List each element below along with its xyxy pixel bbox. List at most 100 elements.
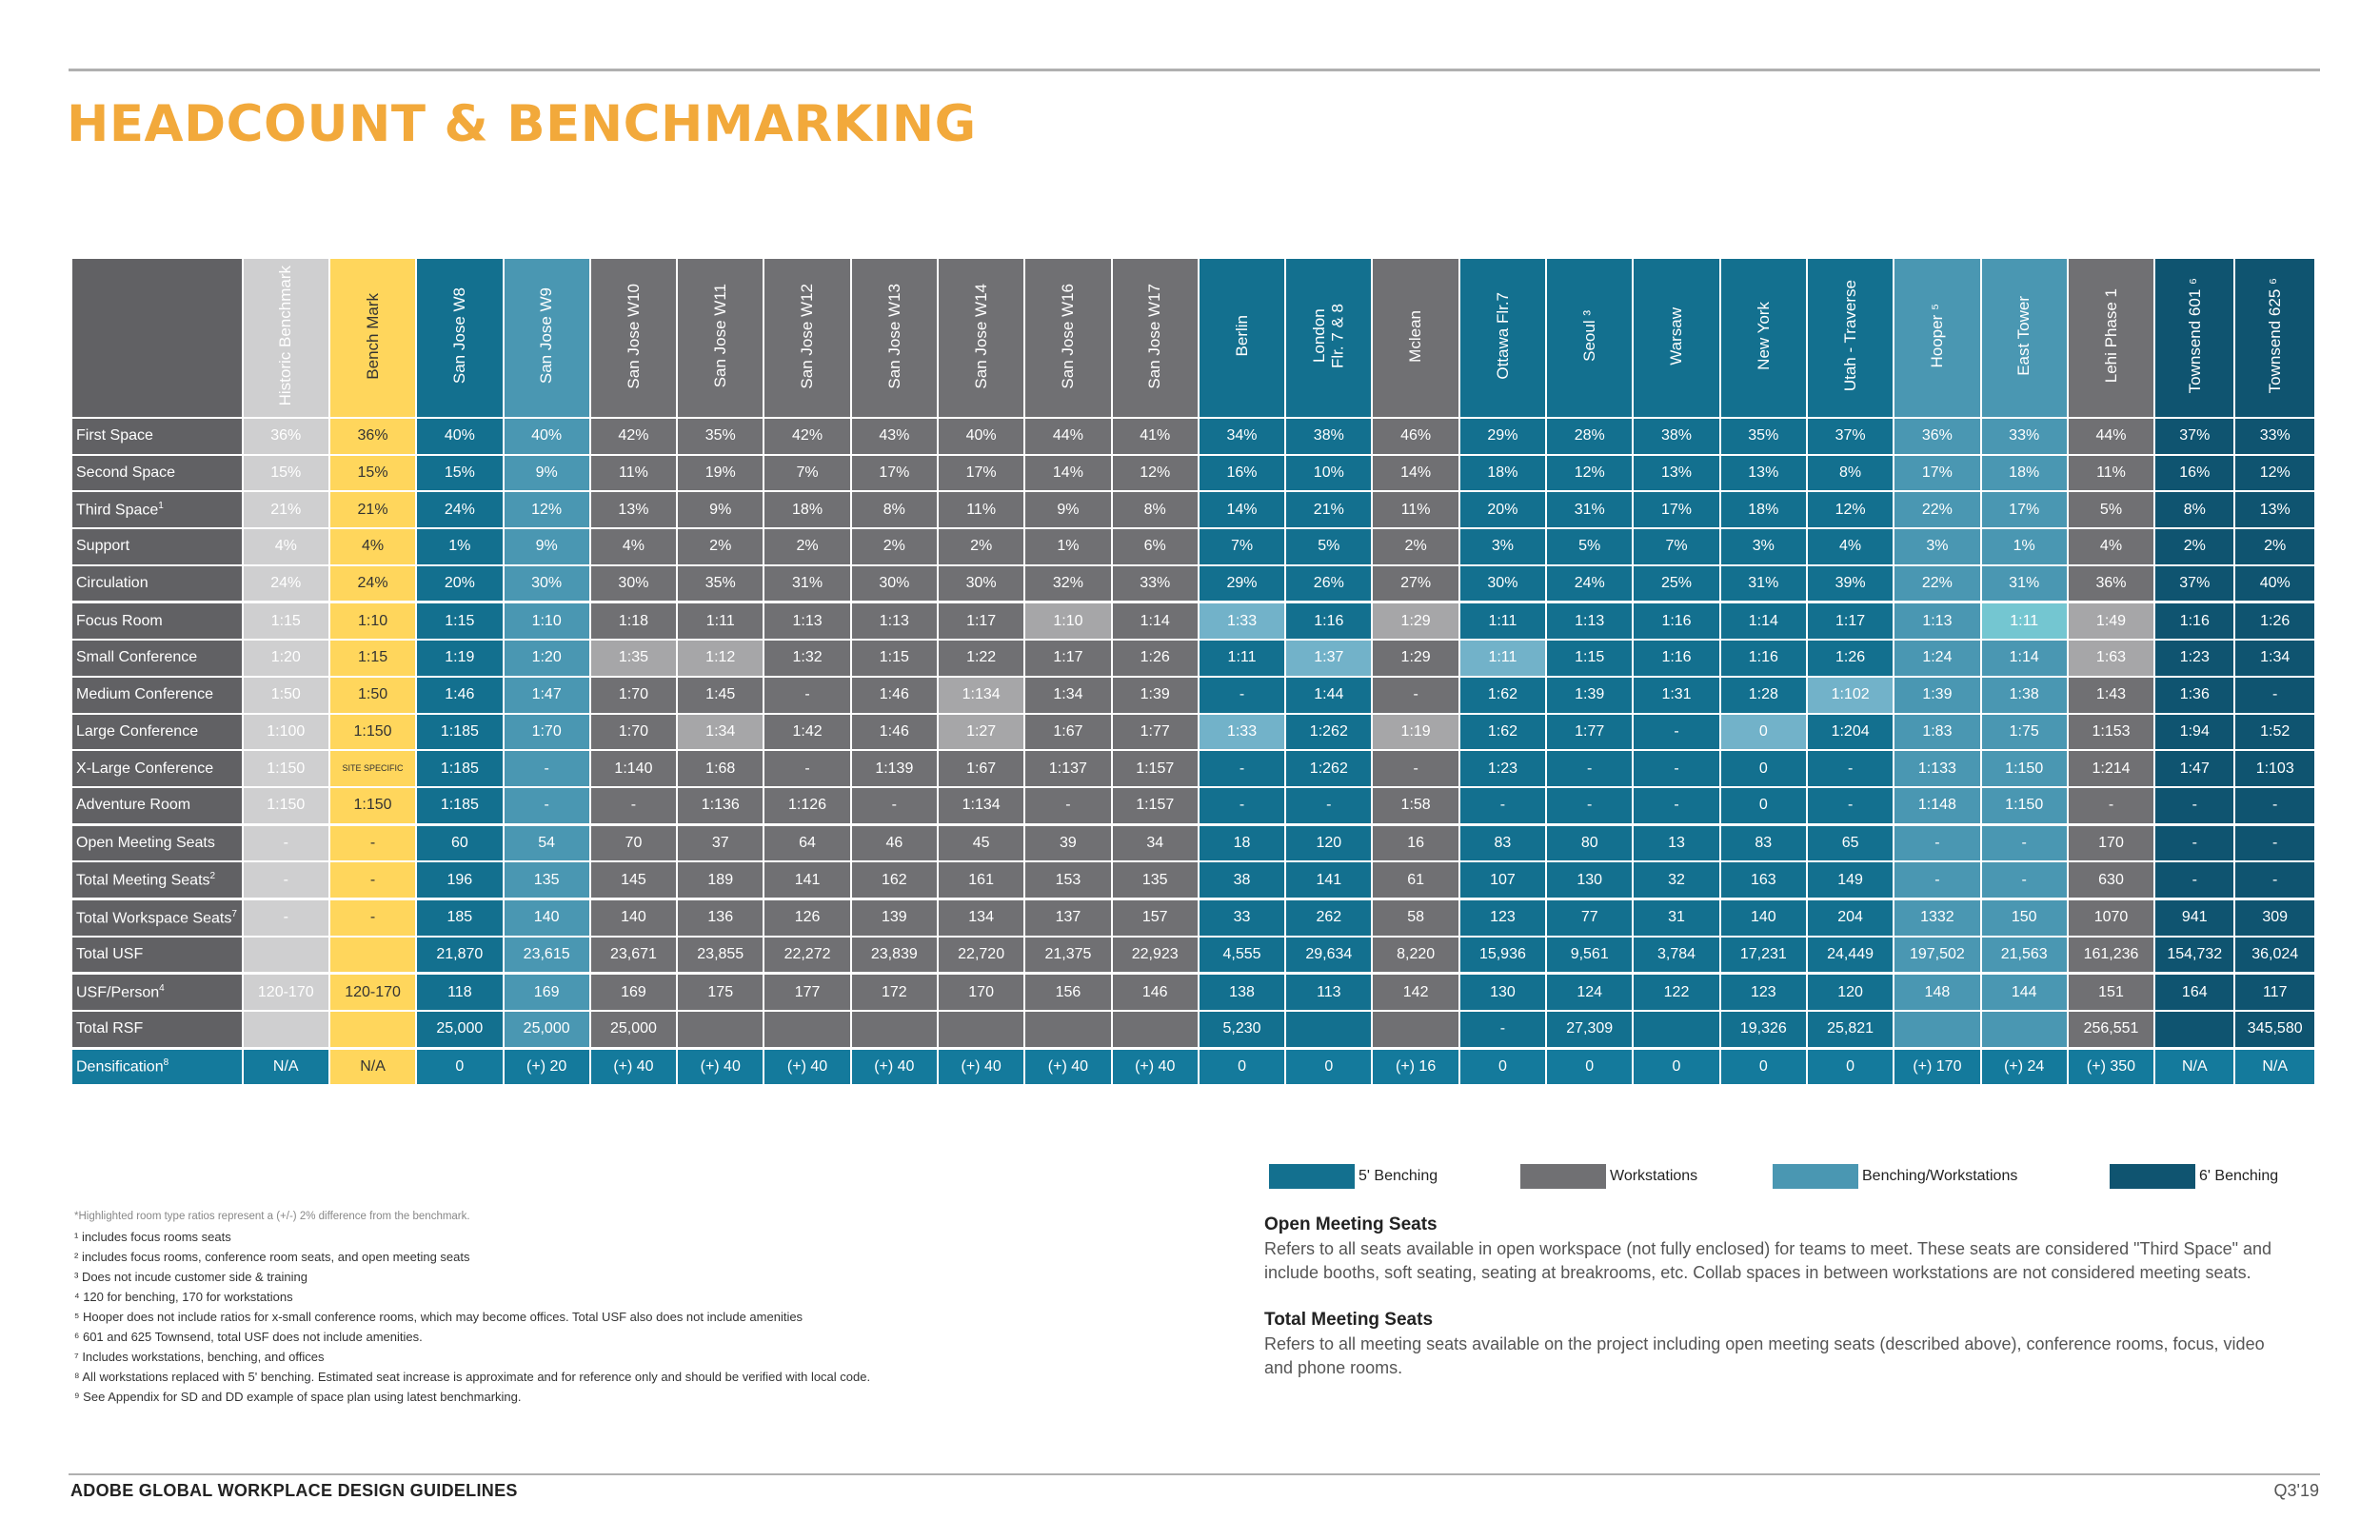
row-label-text: Large Conference	[76, 722, 199, 740]
footnote: ⁶ 601 and 625 Townsend, total USF does n…	[74, 1330, 423, 1344]
table-cell: 36%	[1893, 417, 1982, 456]
benchmark-table: Historic Benchmark Bench Mark San Jose W8 S…	[70, 257, 2316, 1087]
table-cell: 1:18	[588, 601, 679, 642]
table-cell: 0	[1284, 1046, 1374, 1087]
table-cell: 140	[502, 897, 591, 938]
table-cell: 1:17	[936, 601, 1026, 642]
table-cell: 18	[1197, 822, 1287, 863]
table-cell: 38%	[1284, 417, 1374, 456]
table-cell: 40%	[415, 417, 505, 456]
table-cell: 3%	[1718, 527, 1808, 566]
table-cell: 31%	[1545, 490, 1635, 530]
table-cell: 122	[1632, 972, 1721, 1013]
table-cell: 1:44	[1284, 675, 1374, 715]
column-header-label: Historic Benchmark	[276, 266, 295, 406]
table-cell: -	[2153, 822, 2236, 863]
table-cell: 1:15	[1545, 639, 1635, 678]
row-label-text: Open Meeting Seats	[76, 834, 215, 851]
table-cell: 1:36	[2153, 675, 2236, 715]
table-cell: 33%	[1979, 417, 2069, 456]
table-cell: 21,375	[1023, 935, 1113, 975]
table-cell: 1:23	[2153, 639, 2236, 678]
table-row: USF/Person4 120-170 120-170 118 169 169 175 177…	[70, 972, 2316, 1013]
table-cell: 1:16	[1284, 601, 1374, 642]
table-cell: 1:185	[415, 712, 505, 752]
table-cell: 15%	[415, 453, 505, 493]
table-cell: 23,615	[502, 935, 591, 975]
table-cell: 30%	[849, 563, 939, 603]
table-cell: 11%	[1371, 490, 1460, 530]
table-cell: 142	[1371, 972, 1460, 1013]
table-cell: 21%	[241, 490, 330, 530]
row-label: Focus Room	[70, 601, 244, 642]
row-label-text: Medium Conference	[76, 686, 214, 703]
table-cell: 1:45	[676, 675, 765, 715]
table-cell: -	[1197, 675, 1287, 715]
table-cell: 1:157	[1110, 749, 1200, 788]
footnote: ⁷ Includes workstations, benching, and o…	[74, 1350, 325, 1364]
table-cell: (+) 40	[1110, 1046, 1200, 1087]
row-label: First Space	[70, 417, 244, 456]
legend-item: 5' Benching	[1269, 1164, 1438, 1189]
row-label: Second Space	[70, 453, 244, 493]
column-header-label: Seoul ³	[1579, 310, 1598, 362]
legend-label: Benching/Workstations	[1862, 1168, 2018, 1184]
table-cell: 149	[1805, 860, 1895, 900]
table-cell: 3%	[1893, 527, 1982, 566]
table-cell: 1:11	[1197, 639, 1287, 678]
table-cell	[936, 1009, 1026, 1050]
table-row: First Space 36% 36% 40% 40% 42% 35% 42% 43% 40% 44…	[70, 417, 2316, 456]
definition-heading: Total Meeting Seats	[1264, 1310, 1434, 1330]
table-cell: 39%	[1805, 563, 1895, 603]
table-cell: 17%	[1893, 453, 1982, 493]
column-header: Townsend 601 ⁶	[2153, 257, 2236, 419]
table-cell	[327, 1009, 418, 1050]
table-cell	[676, 1009, 765, 1050]
table-cell: 1:262	[1284, 712, 1374, 752]
column-header-label: San Jose W8	[450, 287, 469, 385]
table-cell: 1:11	[1458, 639, 1548, 678]
table-cell: 146	[1110, 972, 1200, 1013]
column-header: San Jose W9	[502, 257, 591, 419]
table-cell: 36%	[2066, 563, 2156, 603]
row-label-text: Small Conference	[76, 649, 198, 666]
legend-item: Benching/Workstations	[1773, 1164, 2017, 1189]
table-row: Support 4% 4% 1% 9% 4% 2% 2% 2% 2% 1% 6% 7% 5% 2% 3% 5% 7…	[70, 527, 2316, 566]
table-cell: 1:15	[327, 639, 418, 678]
table-cell: 17%	[936, 453, 1026, 493]
table-cell: 120-170	[241, 972, 330, 1013]
table-cell: 141	[1284, 860, 1374, 900]
table-cell: 150	[1979, 897, 2069, 938]
table-cell: 1:49	[2066, 601, 2156, 642]
table-cell: 26%	[1284, 563, 1374, 603]
table-corner	[70, 257, 244, 419]
table-cell: -	[241, 897, 330, 938]
table-cell: 1:47	[502, 675, 591, 715]
table-cell: 144	[1979, 972, 2069, 1013]
table-cell: 161,236	[2066, 935, 2156, 975]
table-cell: 17%	[849, 453, 939, 493]
table-cell	[1893, 1009, 1982, 1050]
table-cell: -	[1979, 860, 2069, 900]
table-cell: 8,220	[1371, 935, 1460, 975]
legend-swatch	[2110, 1164, 2195, 1189]
table-cell: 1:50	[327, 675, 418, 715]
table-cell: 22,923	[1110, 935, 1200, 975]
table-cell: 12%	[1110, 453, 1200, 493]
table-cell: N/A	[2153, 1046, 2236, 1087]
table-cell: -	[1458, 785, 1548, 826]
table-cell: 1:83	[1893, 712, 1982, 752]
row-label-text: Total Workspace Seats	[76, 909, 232, 926]
table-cell: 204	[1805, 897, 1895, 938]
table-cell: 1:70	[588, 675, 679, 715]
table-cell: 1:70	[588, 712, 679, 752]
table-cell: 12%	[2233, 453, 2316, 493]
table-cell: 21%	[327, 490, 418, 530]
table-cell: -	[849, 785, 939, 826]
column-header: East Tower	[1979, 257, 2069, 419]
table-cell: 24%	[1545, 563, 1635, 603]
table-cell: 10%	[1284, 453, 1374, 493]
table-cell: (+) 24	[1979, 1046, 2069, 1087]
table-cell: 36%	[241, 417, 330, 456]
table-cell: 24%	[327, 563, 418, 603]
